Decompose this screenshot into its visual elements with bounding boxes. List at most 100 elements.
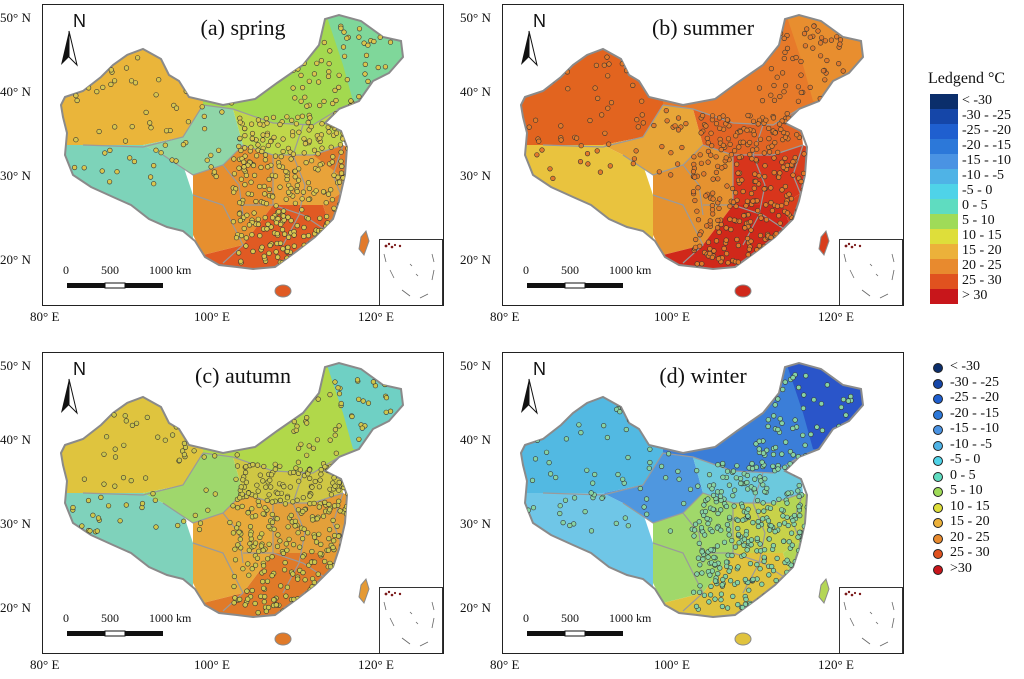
region-qh [143, 453, 243, 523]
lon-label-100: 100° E [654, 309, 690, 324]
station-marker [807, 34, 813, 40]
station-marker [315, 167, 321, 173]
station-marker [715, 225, 721, 231]
station-marker [321, 39, 327, 46]
station-marker [299, 596, 305, 603]
station-marker [295, 530, 301, 536]
station-marker [250, 162, 257, 169]
station-marker [281, 484, 287, 490]
china-map [519, 13, 865, 298]
station-marker [686, 53, 692, 59]
station-marker [806, 168, 812, 174]
station-marker [354, 208, 360, 214]
station-marker [350, 491, 356, 497]
station-marker [295, 576, 301, 582]
station-marker [707, 572, 713, 578]
station-marker [101, 481, 107, 487]
station-marker [743, 596, 749, 602]
station-marker [659, 144, 665, 150]
station-marker [300, 84, 306, 91]
station-marker [771, 500, 777, 506]
station-marker [800, 432, 806, 438]
station-marker [365, 400, 372, 406]
station-marker [776, 522, 783, 528]
station-marker [289, 117, 295, 123]
station-marker [769, 208, 776, 214]
station-marker [273, 249, 279, 255]
station-marker [263, 608, 269, 614]
station-marker [346, 586, 353, 592]
legend-label: -10 - -5 [962, 168, 1004, 183]
station-marker [706, 471, 713, 478]
lat-label-30: 30° N [0, 516, 31, 531]
station-marker [153, 147, 159, 153]
station-marker [321, 602, 327, 608]
station-marker [359, 110, 366, 116]
station-marker [615, 471, 621, 478]
station-marker [759, 581, 765, 587]
station-marker [764, 246, 770, 252]
station-marker [715, 571, 721, 577]
station-marker [546, 459, 552, 466]
scale-bar: 0 500 1000 km [523, 611, 653, 637]
station-marker [301, 607, 307, 613]
station-marker [762, 163, 768, 169]
station-marker [325, 73, 332, 79]
station-marker [356, 34, 362, 40]
station-marker [770, 543, 777, 549]
station-marker [205, 507, 211, 513]
station-marker [718, 597, 724, 603]
station-legend-item: -30 - -25 [928, 375, 1024, 391]
station-marker [829, 434, 835, 441]
station-marker [274, 543, 281, 549]
station-marker [755, 523, 761, 530]
station-marker [573, 135, 580, 141]
station-marker [245, 596, 251, 602]
station-marker [236, 250, 242, 256]
station-marker [173, 158, 179, 164]
station-marker [771, 170, 777, 176]
station-marker [723, 155, 729, 161]
station-marker [808, 550, 814, 556]
station-marker [201, 65, 207, 71]
scale-label-0: 0 [63, 263, 69, 277]
north-label: N [533, 11, 546, 31]
station-marker [705, 159, 711, 165]
station-marker [768, 244, 774, 250]
station-marker [293, 121, 299, 127]
station-marker [79, 523, 85, 529]
station-marker [374, 456, 380, 462]
station-marker [715, 176, 721, 182]
station-marker [807, 478, 813, 484]
station-marker [704, 516, 710, 522]
station-marker [231, 156, 237, 162]
station-marker [296, 478, 302, 484]
station-marker [768, 598, 774, 604]
station-marker [330, 517, 336, 523]
station-marker [630, 161, 636, 167]
station-legend-item: -5 - 0 [928, 452, 1024, 468]
station-marker [275, 254, 281, 260]
station-marker [370, 379, 377, 385]
station-marker [646, 465, 652, 471]
station-marker [802, 442, 808, 448]
station-marker [756, 85, 763, 91]
station-marker [285, 214, 291, 220]
station-marker [725, 605, 731, 611]
station-marker [668, 87, 675, 93]
station-marker [344, 570, 350, 576]
station-marker [787, 224, 793, 230]
station-marker [801, 587, 807, 593]
station-marker [265, 221, 271, 227]
lat-label-40: 40° N [0, 432, 31, 447]
station-marker [356, 396, 362, 402]
station-marker [775, 466, 781, 472]
station-marker [838, 404, 844, 410]
station-marker [74, 82, 81, 88]
station-marker [305, 119, 311, 126]
station-marker [309, 548, 315, 555]
station-marker [775, 149, 781, 155]
station-marker [348, 546, 354, 552]
station-marker [288, 218, 294, 224]
north-arrow-icon: N [517, 357, 546, 417]
